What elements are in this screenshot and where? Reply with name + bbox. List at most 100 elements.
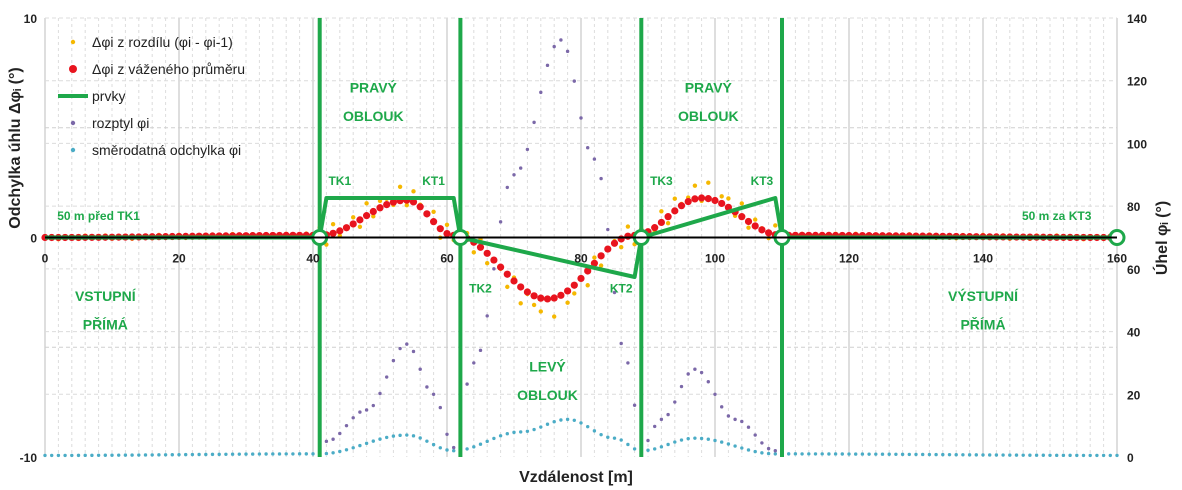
std-dev-point [452, 449, 456, 453]
std-dev-point [512, 430, 516, 435]
x-tick-label: 120 [839, 252, 859, 266]
std-dev-point [787, 452, 791, 456]
variance-point [498, 220, 503, 224]
std-dev-point [505, 432, 509, 436]
weighted-point [476, 243, 485, 251]
std-dev-point [699, 436, 704, 441]
std-dev-point [371, 439, 375, 443]
std-dev-point [1001, 453, 1005, 457]
std-dev-point [90, 453, 94, 458]
diff-point [659, 209, 664, 214]
std-dev-point [545, 422, 550, 426]
weighted-point [738, 213, 746, 221]
variance-point [331, 437, 335, 441]
variance-point [706, 380, 710, 384]
std-dev-point [713, 438, 717, 443]
std-dev-point [525, 429, 530, 433]
diff-point [598, 263, 604, 268]
x-tick-label: 140 [973, 252, 993, 266]
std-dev-point [1081, 453, 1086, 458]
std-dev-point [230, 452, 235, 456]
std-dev-point [659, 445, 664, 449]
std-dev-point [766, 451, 771, 456]
diff-point [411, 189, 416, 194]
variance-point [338, 431, 342, 436]
std-dev-point [934, 452, 938, 457]
annotation-label: PRAVÝ [350, 79, 398, 96]
weighted-point [584, 267, 592, 275]
diff-point [692, 183, 698, 188]
diff-point [565, 300, 570, 305]
std-dev-point [572, 418, 576, 423]
variance-point [679, 384, 684, 389]
std-dev-point [130, 453, 134, 457]
variance-point [378, 391, 382, 396]
std-dev-point [854, 452, 858, 456]
variance-point [485, 314, 489, 318]
annotation-label: 50 m za KT3 [1022, 209, 1092, 223]
diff-point [397, 184, 403, 189]
std-dev-point [217, 452, 221, 457]
std-dev-point [740, 446, 744, 450]
std-dev-point [163, 453, 168, 457]
std-dev-point [1041, 453, 1046, 457]
std-dev-point [793, 452, 798, 456]
variance-point [472, 361, 476, 365]
elements-line [45, 195, 1117, 280]
weighted-point [604, 245, 612, 253]
std-dev-point [693, 436, 697, 440]
annotation-label: VSTUPNÍ [75, 288, 137, 304]
std-dev-point [157, 453, 161, 457]
variance-point [552, 44, 556, 49]
std-dev-point [1088, 453, 1092, 458]
variance-point [425, 385, 429, 389]
legend-label: prvky [92, 88, 125, 104]
variance-point [411, 349, 416, 354]
variance-point [418, 367, 422, 371]
std-dev-point [184, 452, 188, 457]
diff-point [665, 220, 671, 226]
std-dev-point [271, 452, 275, 456]
legend-label: rozptyl φi [92, 115, 149, 131]
annotation-label: OBLOUK [678, 108, 739, 124]
std-dev-point [867, 452, 871, 456]
std-dev-point [921, 452, 925, 457]
std-dev-point [96, 453, 101, 457]
weighted-point [530, 292, 538, 300]
std-dev-point [1101, 453, 1106, 458]
weighted-point [704, 195, 712, 203]
variance-point [559, 38, 563, 42]
std-dev-point [117, 453, 121, 457]
weighted-point [590, 259, 599, 267]
weighted-point [483, 249, 491, 257]
std-dev-point [83, 453, 87, 458]
variance-point [344, 423, 349, 428]
variance-point [766, 446, 771, 451]
diff-point [753, 217, 758, 222]
diff-point [592, 255, 597, 260]
annotation-label: KT1 [422, 174, 445, 188]
std-dev-point [391, 434, 396, 438]
std-dev-point [967, 453, 972, 457]
std-dev-point [411, 434, 416, 438]
weighted-point [718, 199, 726, 208]
std-dev-point [807, 452, 811, 456]
std-dev-point [592, 429, 597, 433]
weighted-point [517, 283, 525, 291]
variance-point [351, 416, 355, 420]
std-dev-point [632, 447, 637, 451]
variance-point [478, 348, 483, 353]
std-dev-point [907, 452, 911, 457]
annotation-label: PŘÍMÁ [83, 316, 128, 333]
annotation-label: OBLOUK [343, 108, 404, 124]
std-dev-point [1021, 453, 1025, 457]
variance-point [733, 417, 737, 422]
std-dev-point [947, 452, 952, 457]
std-dev-point [264, 452, 268, 456]
annotation-label: LEVÝ [529, 357, 566, 374]
std-dev-point [653, 447, 657, 451]
std-dev-point [297, 452, 302, 456]
weighted-point [383, 201, 391, 209]
y2-tick-label: 100 [1127, 137, 1147, 151]
